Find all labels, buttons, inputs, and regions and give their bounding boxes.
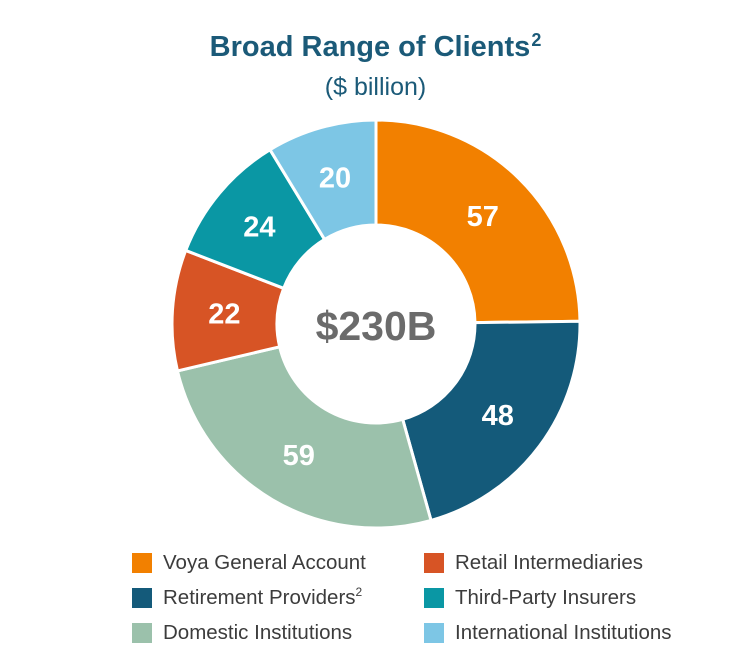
legend-swatch — [424, 622, 444, 643]
slice-value-label: 24 — [243, 211, 275, 243]
slice-value-label: 48 — [482, 400, 514, 432]
legend-item-voya-general-account: Voya General Account — [132, 551, 424, 574]
donut-slice-retirement-providers — [400, 319, 582, 523]
donut-slice-international-institutions — [267, 118, 378, 242]
legend-swatch — [132, 587, 152, 608]
slice-value-label: 57 — [467, 201, 499, 233]
donut-slice-voya-general-account — [374, 118, 582, 325]
chart-subtitle: ($ billion) — [324, 73, 427, 101]
legend-item-third-party-insurers: Third-Party Insurers — [424, 586, 724, 609]
slice-value-label: 59 — [283, 440, 315, 472]
chart-legend: Voya General Account Retail Intermediari… — [132, 551, 732, 644]
legend-label: Third-Party Insurers — [455, 585, 637, 609]
slice-value-label: 22 — [208, 299, 240, 331]
legend-item-retail-intermediaries: Retail Intermediaries — [424, 551, 724, 574]
legend-swatch — [132, 622, 152, 643]
legend-label: Retail Intermediaries — [455, 550, 643, 574]
legend-label: International Institutions — [455, 620, 672, 644]
slice-value-label: 20 — [319, 163, 351, 195]
legend-swatch — [424, 587, 444, 608]
legend-label: Domestic Institutions — [163, 620, 353, 644]
legend-item-retirement-providers: Retirement Providers2 — [132, 585, 424, 609]
legend-swatch — [424, 552, 444, 573]
legend-item-international-institutions: International Institutions — [424, 621, 724, 644]
legend-swatch — [132, 552, 152, 573]
chart-title: Broad Range of Clients2 — [209, 30, 542, 63]
donut-chart: 57 48 59 22 24 20 $230B — [170, 118, 582, 530]
donut-slice-domestic-institutions — [175, 344, 433, 530]
legend-item-domestic-institutions: Domestic Institutions — [132, 621, 424, 644]
center-total-label: $230B — [316, 303, 437, 349]
legend-label: Retirement Providers2 — [163, 585, 363, 609]
legend-label: Voya General Account — [163, 550, 366, 574]
